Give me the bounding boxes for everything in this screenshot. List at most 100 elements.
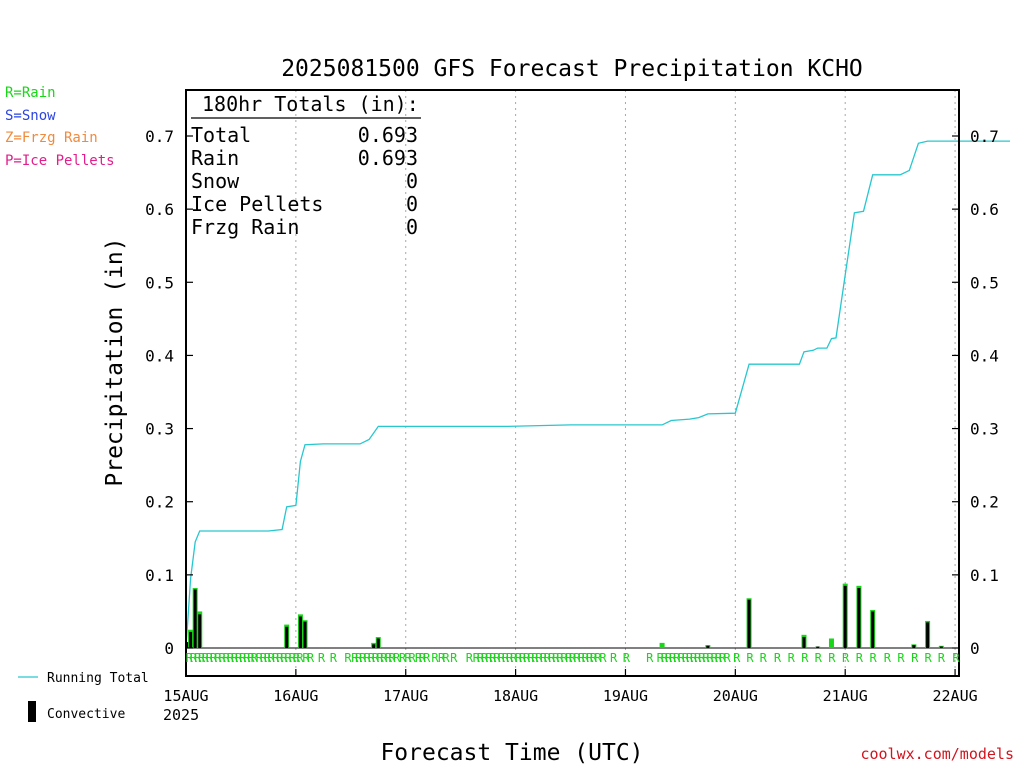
ptype-code: R bbox=[399, 651, 407, 665]
ptype-code: R bbox=[214, 651, 222, 665]
ptype-code: R bbox=[227, 651, 235, 665]
ptype-code: R bbox=[485, 651, 493, 665]
bar-convective bbox=[816, 646, 820, 648]
ptype-code: R bbox=[330, 651, 338, 665]
ptype-code: R bbox=[678, 651, 686, 665]
xtick-label: 16AUG bbox=[273, 687, 318, 705]
ptype-code: R bbox=[707, 651, 715, 665]
ptype-code: R bbox=[302, 651, 310, 665]
legend-ice-pellets: P=Ice Pellets bbox=[5, 152, 115, 169]
ptype-code: R bbox=[548, 651, 556, 665]
ptype-code: R bbox=[498, 651, 506, 665]
ptype-code: R bbox=[573, 651, 581, 665]
x-axis-label: Forecast Time (UTC) bbox=[380, 740, 643, 766]
bar-convective bbox=[926, 622, 930, 648]
xtick-label: 19AUG bbox=[603, 687, 648, 705]
ptype-code: R bbox=[284, 651, 292, 665]
totals-row-label: Frzg Rain bbox=[191, 215, 299, 239]
ptype-code: R bbox=[665, 651, 673, 665]
ytick-label-right: 0.4 bbox=[970, 346, 999, 365]
ptype-code: R bbox=[590, 651, 598, 665]
ptype-code: R bbox=[355, 651, 363, 665]
totals-row-label: Total bbox=[191, 123, 251, 147]
ptype-code: R bbox=[260, 651, 268, 665]
bar-convective bbox=[298, 616, 302, 648]
bar-total bbox=[828, 638, 834, 648]
ptype-code: R bbox=[423, 651, 431, 665]
ptype-code: R bbox=[774, 651, 782, 665]
ptype-code: R bbox=[715, 651, 723, 665]
ptype-code: R bbox=[582, 651, 590, 665]
ptype-code: R bbox=[210, 651, 218, 665]
y-ticks-right: 0 0.1 0.2 0.3 0.4 0.5 0.6 0.7 bbox=[952, 127, 999, 658]
ptype-code: R bbox=[733, 651, 741, 665]
ytick-label-right: 0 bbox=[970, 639, 980, 658]
ptype-code: R bbox=[760, 651, 768, 665]
ptype-code: R bbox=[190, 651, 198, 665]
running-total-line bbox=[185, 140, 1010, 649]
ptype-code: R bbox=[289, 651, 297, 665]
ptype-code: R bbox=[466, 651, 474, 665]
ptype-code: R bbox=[924, 651, 932, 665]
ptype-code: R bbox=[431, 651, 439, 665]
ptype-code: R bbox=[569, 651, 577, 665]
totals-row-value: 0 bbox=[406, 169, 418, 193]
ptype-code: R bbox=[698, 651, 706, 665]
ptype-code: R bbox=[351, 651, 359, 665]
ptype-code: R bbox=[307, 651, 315, 665]
ptype-code: R bbox=[256, 651, 264, 665]
totals-row-value: 0 bbox=[406, 192, 418, 216]
ptype-code: R bbox=[578, 651, 586, 665]
ptype-code: R bbox=[450, 651, 458, 665]
ytick-label-right: 0.6 bbox=[970, 200, 999, 219]
ptype-code: R bbox=[801, 651, 809, 665]
xtick-label: 17AUG bbox=[383, 687, 428, 705]
site-credit: coolwx.com/models bbox=[860, 745, 1014, 763]
ptype-code: R bbox=[268, 651, 276, 665]
ptype-code: R bbox=[884, 651, 892, 665]
ptype-code: R bbox=[318, 651, 326, 665]
ptype-code: R bbox=[409, 651, 417, 665]
year-label: 2025 bbox=[163, 706, 199, 724]
ptype-code: R bbox=[586, 651, 594, 665]
totals-rows: Total 0.693 Rain 0.693 Snow 0 Ice Pellets 0 Frzg… bbox=[191, 123, 418, 239]
bar-convective bbox=[871, 611, 875, 648]
ytick-label-left: 0.5 bbox=[145, 273, 174, 292]
ptype-code: R bbox=[293, 651, 301, 665]
ptype-code: R bbox=[523, 651, 531, 665]
ptype-code: R bbox=[623, 651, 631, 665]
ptype-code: R bbox=[344, 651, 352, 665]
ptype-code: R bbox=[599, 651, 607, 665]
ptype-code: R bbox=[565, 651, 573, 665]
y-axis-label: Precipitation (in) bbox=[102, 237, 128, 486]
ptype-code: R bbox=[528, 651, 536, 665]
ptype-code: R bbox=[415, 651, 423, 665]
totals-row-label: Rain bbox=[191, 146, 239, 170]
ptype-code: R bbox=[828, 651, 836, 665]
totals-row-label: Ice Pellets bbox=[191, 192, 323, 216]
ptype-code: R bbox=[239, 651, 247, 665]
ytick-label-right: 0.2 bbox=[970, 493, 999, 512]
ytick-label-left: 0.7 bbox=[145, 127, 174, 146]
ptype-code: R bbox=[556, 651, 564, 665]
ptype-code: R bbox=[368, 651, 376, 665]
ptype-code: R bbox=[364, 651, 372, 665]
ptype-code: R bbox=[610, 651, 618, 665]
ytick-label-left: 0.1 bbox=[145, 566, 174, 585]
ptype-code: R bbox=[231, 651, 239, 665]
ptype-code: R bbox=[473, 651, 481, 665]
ptype-code: R bbox=[723, 651, 731, 665]
ptype-code: R bbox=[510, 651, 518, 665]
ptype-code: R bbox=[788, 651, 796, 665]
ptype-code: R bbox=[842, 651, 850, 665]
ptype-code: R bbox=[711, 651, 719, 665]
plot-frame bbox=[185, 89, 960, 677]
totals-row-label: Snow bbox=[191, 169, 240, 193]
ptype-code: R bbox=[186, 651, 194, 665]
xtick-label: 21AUG bbox=[823, 687, 868, 705]
ptype-code: R bbox=[694, 651, 702, 665]
bar-convective bbox=[912, 645, 916, 648]
ptype-code: R bbox=[661, 651, 669, 665]
xtick-label: 20AUG bbox=[713, 687, 758, 705]
ptype-code: R bbox=[388, 651, 396, 665]
